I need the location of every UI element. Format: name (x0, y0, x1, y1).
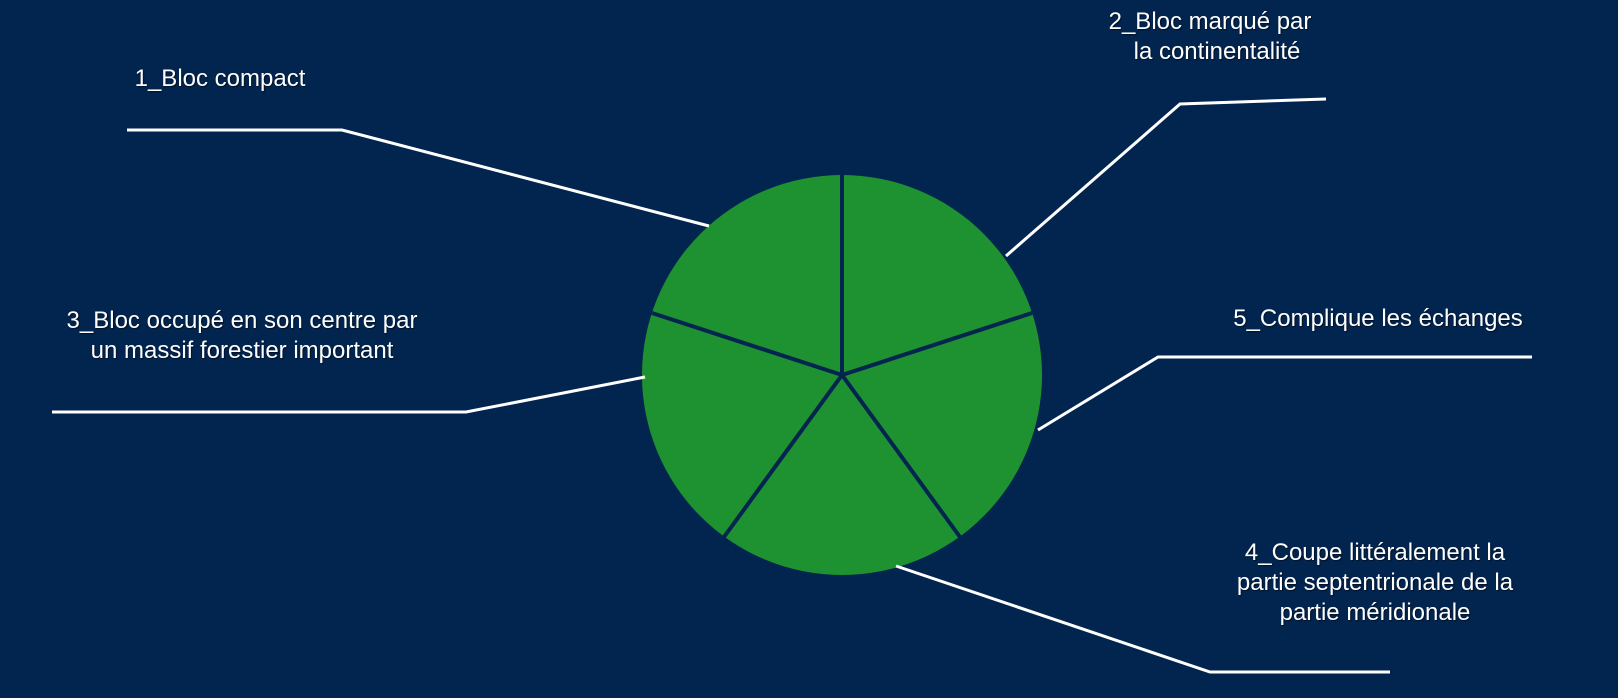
segment-divider (840, 373, 962, 539)
label-massif-forestier: 3_Bloc occupé en son centre par un massi… (0, 306, 484, 366)
pie-circle (642, 175, 1042, 575)
label-line: 2_Bloc marqué par (1108, 8, 1312, 35)
label-bloc-compact: 1_Bloc compact (60, 64, 380, 94)
label-line: un massif forestier important (90, 337, 394, 364)
leader-line-2 (1005, 97, 1327, 258)
label-line: partie septentrionale de la (1236, 569, 1514, 596)
label-line: 4_Coupe littéralement la (1244, 539, 1506, 566)
segment-divider (722, 373, 844, 539)
label-line: 3_Bloc occupé en son centre par (66, 307, 418, 334)
segment-divider (651, 311, 843, 377)
leader-line-5 (1037, 355, 1532, 432)
label-line: 1_Bloc compact (134, 65, 306, 92)
label-line: partie méridionale (1279, 599, 1471, 626)
label-continentalite: 2_Bloc marqué par la continentalité (1040, 7, 1380, 67)
leader-line-1 (127, 128, 710, 228)
leader-line-4 (895, 564, 1390, 674)
label-line: la continentalité (1133, 38, 1301, 65)
label-coupe: 4_Coupe littéralement la partie septentr… (1180, 538, 1570, 628)
label-line: 5_Complique les échanges (1233, 305, 1523, 332)
segment-divider (841, 311, 1033, 377)
label-echanges: 5_Complique les échanges (1168, 304, 1588, 334)
leader-line-3 (52, 375, 646, 414)
